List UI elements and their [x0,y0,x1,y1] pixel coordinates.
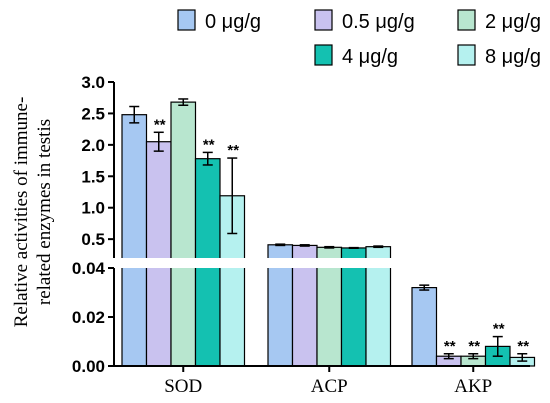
axis-break-gap [100,258,530,268]
legend-label-0: 0 μg/g [205,11,261,33]
x-tick-label-acp: ACP [311,376,348,397]
y-tick-label: 1.0 [81,199,105,218]
y-axis-label-line-2: related enzymes in testis [34,119,55,305]
bar-sod-0 [121,114,148,367]
y-tick-label: 0.00 [72,357,105,376]
y-axis-label-line-1: Relative activities of immune- [11,97,32,328]
y-tick-label: 3.0 [81,73,105,92]
y-tick-label: 0.04 [72,259,106,278]
legend-swatch-1 [314,9,333,31]
significance-mark: ** [493,321,505,338]
legend-swatch-3 [314,44,333,66]
x-tick-label-akp: AKP [454,376,492,397]
significance-mark: ** [203,136,215,153]
y-tick-label: 2.0 [81,136,105,155]
significance-mark: ** [227,142,239,159]
legend-swatch-2 [457,9,476,31]
y-tick-label: 0.5 [81,230,105,249]
x-tick-label-sod: SOD [164,376,202,397]
legend-label-4: 8 μg/g [485,46,541,68]
legend-label-1: 0.5 μg/g [342,11,415,33]
legend-swatch-4 [457,44,476,66]
y-tick-label: 2.5 [81,104,105,123]
bar-akp-0 [411,287,438,367]
y-tick-label: 0.02 [72,308,105,327]
significance-mark: ** [444,338,456,355]
bar-sod-1 [145,141,172,367]
significance-mark: ** [154,116,166,133]
y-tick-label: 1.5 [81,167,105,186]
legend-label-3: 4 μg/g [342,46,398,68]
significance-mark: ** [468,338,480,355]
bar-sod-2 [170,101,197,367]
legend-label-2: 2 μg/g [485,11,541,33]
legend-swatch-0 [177,9,196,31]
significance-mark: ** [517,338,529,355]
